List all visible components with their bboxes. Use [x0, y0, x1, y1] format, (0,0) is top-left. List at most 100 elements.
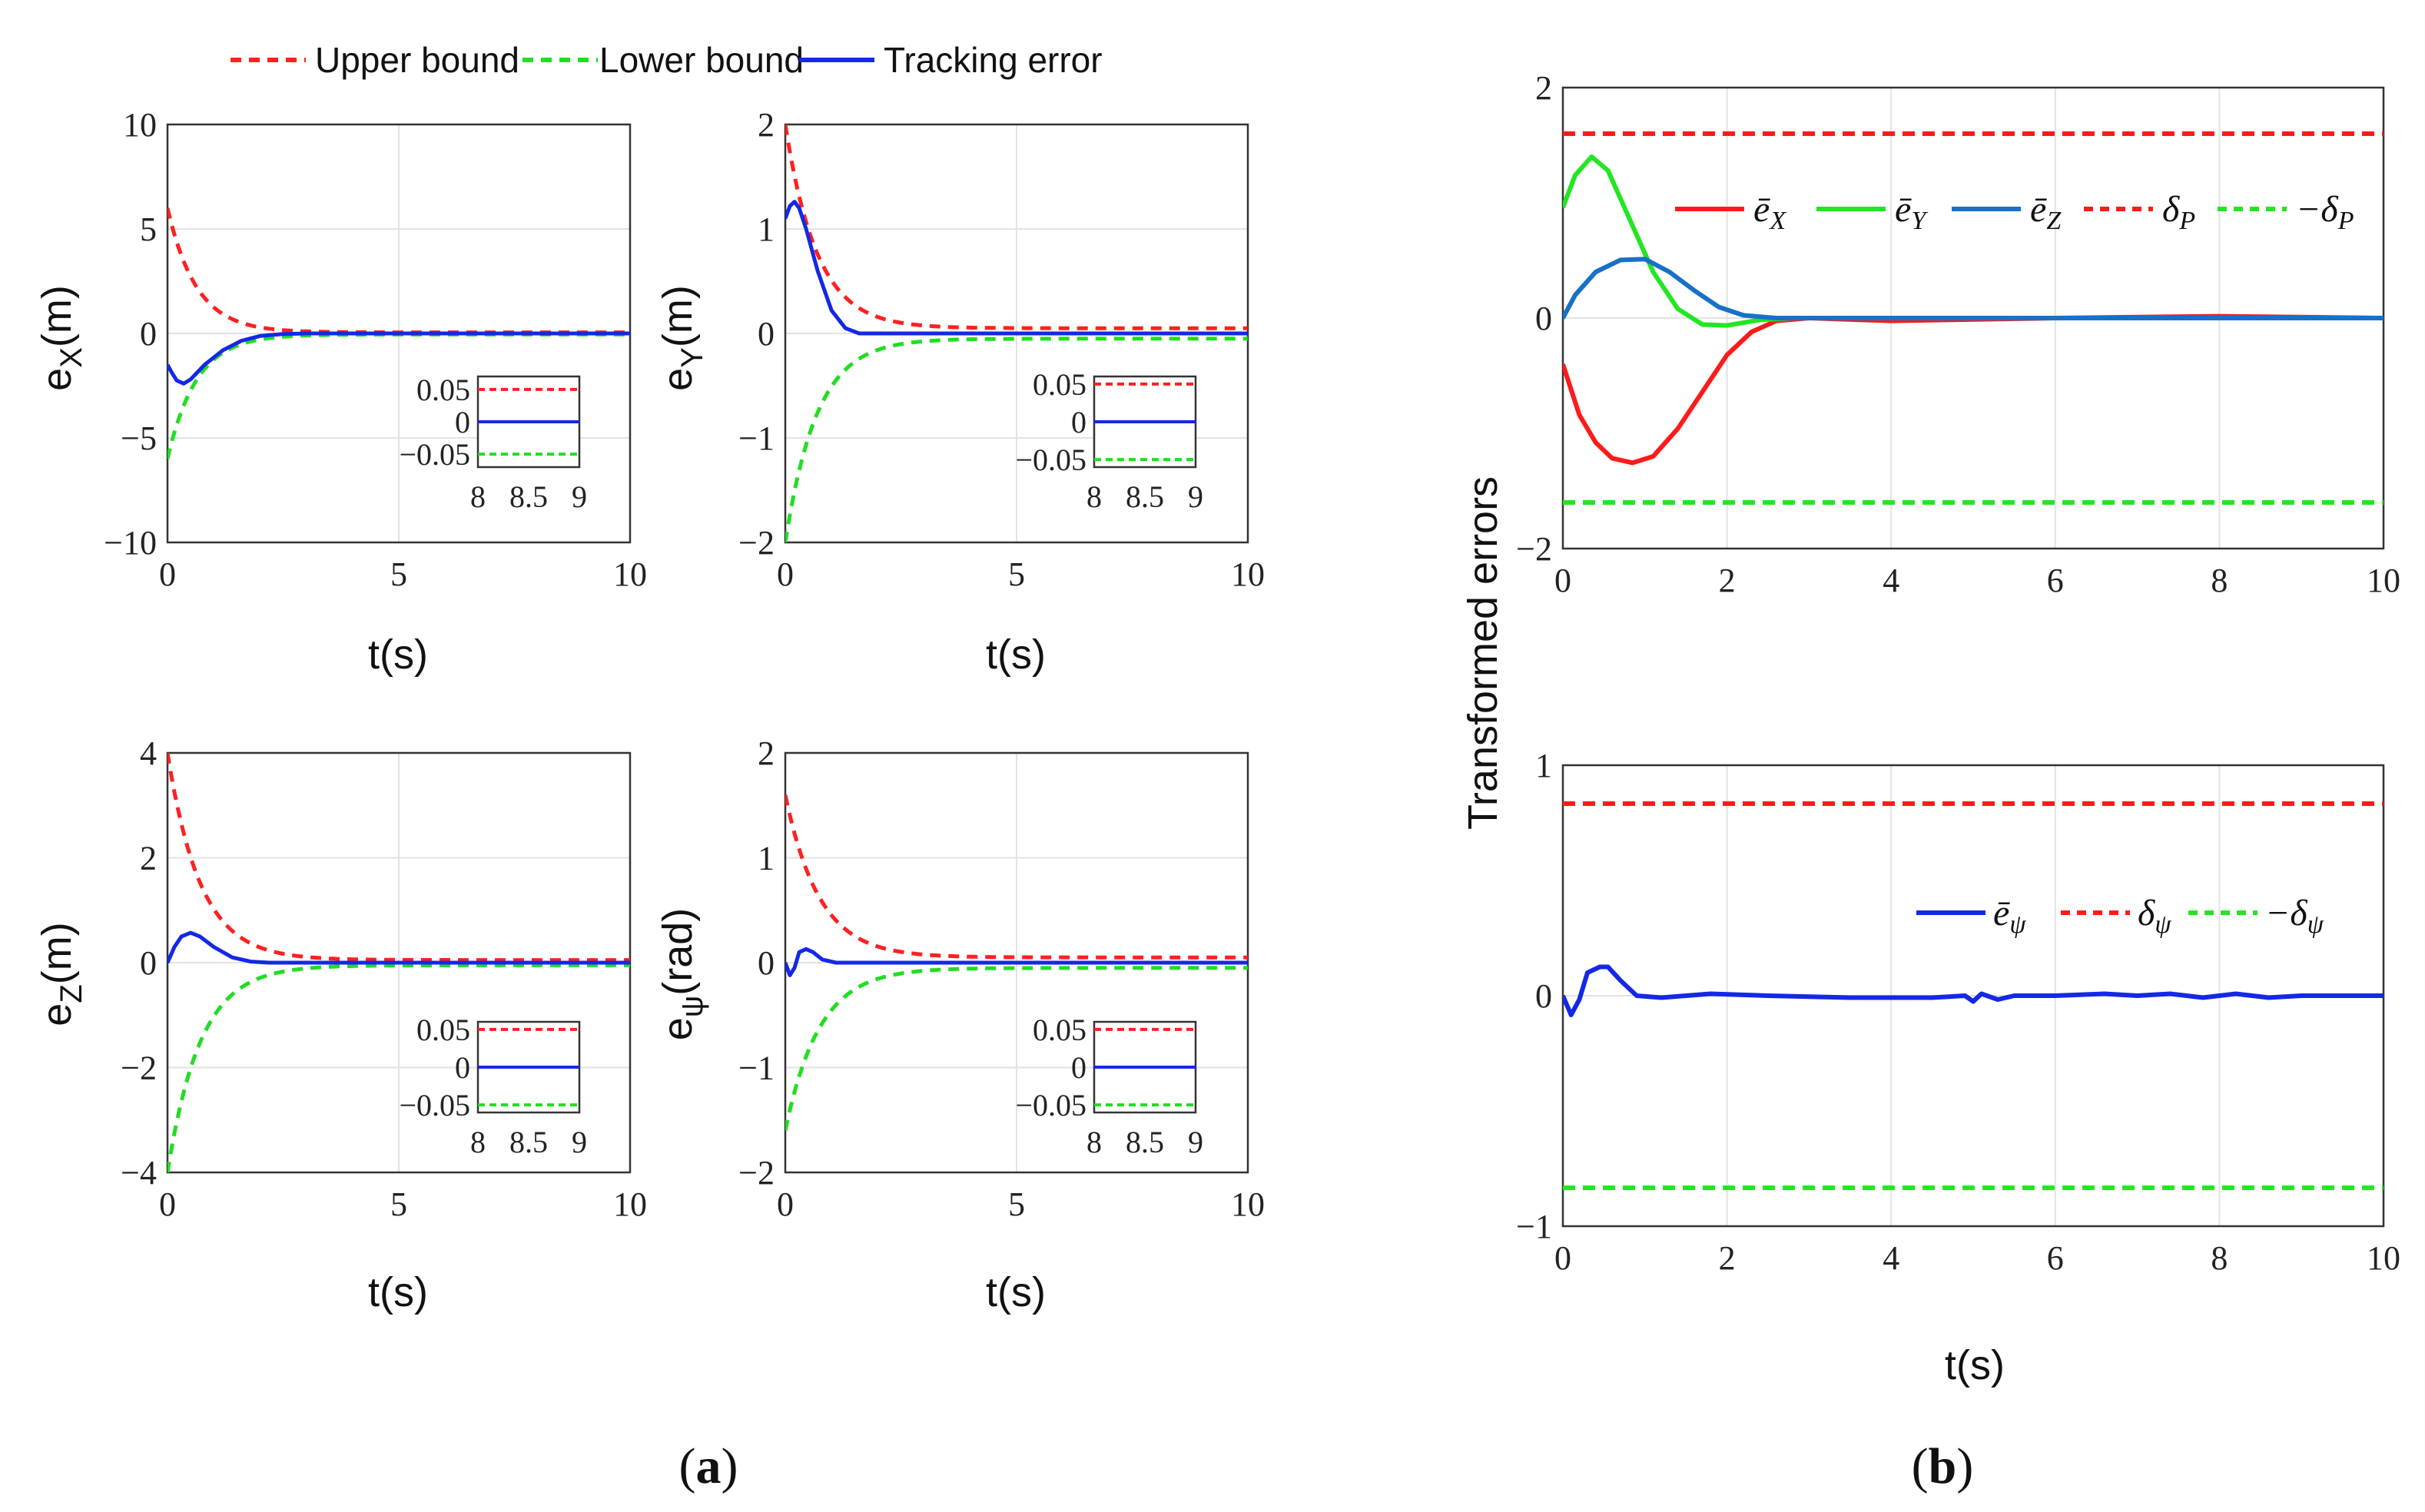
inset-y-tick: −0.05: [399, 437, 470, 472]
inset-x-tick: 8.5: [1126, 479, 1164, 514]
inset-y-tick: 0.05: [416, 1013, 470, 1047]
legend-lower-label: Lower bound: [599, 40, 804, 80]
x-tick-label: 2: [1719, 562, 1736, 599]
x-tick-label: 2: [1719, 1239, 1736, 1277]
x-tick-label: 8: [2211, 1239, 2228, 1277]
xlabel-ez: t(s): [368, 1269, 428, 1315]
series-group: [785, 794, 1248, 1131]
series-line: [1563, 964, 2384, 1017]
ylabel-ex: eX(m): [34, 285, 88, 391]
ylabel-transformed: Transformed errors: [1460, 476, 1506, 830]
inset-x-tick: 8: [1086, 479, 1102, 514]
series-group: [168, 753, 630, 1172]
y-tick-label: −1: [738, 419, 775, 457]
inset-y-tick: 0.05: [1033, 1013, 1086, 1047]
y-tick-label: −2: [1516, 530, 1552, 568]
legend-track-label: Tracking error: [884, 40, 1103, 80]
x-tick-label: 5: [390, 1185, 407, 1223]
inset-y-tick: −0.05: [1015, 443, 1086, 477]
inset-x-tick: 9: [1188, 479, 1203, 514]
panel-label-a: (a): [679, 1438, 738, 1494]
series-line: [785, 947, 1248, 977]
y-tick-label: 0: [1535, 977, 1552, 1015]
inset-x-tick: 8.5: [1126, 1125, 1164, 1159]
y-tick-label: 10: [123, 106, 157, 144]
y-tick-label: −1: [738, 1049, 775, 1087]
y-tick-label: 1: [758, 211, 775, 248]
inset: 0.050−0.058 8.5 9: [399, 373, 587, 514]
y-tick-label: −10: [104, 524, 157, 562]
legend-b-top: ēX ēY ēZ δP −δP: [1675, 189, 2354, 235]
legend-b-bottom: ēψ δψ −δψ: [1916, 893, 2324, 939]
x-tick-label: 0: [159, 555, 176, 593]
x-tick-label: 10: [613, 555, 647, 593]
y-tick-label: 2: [140, 840, 157, 877]
y-tick-label: 2: [1535, 69, 1552, 107]
inset-x-tick: 9: [1188, 1125, 1203, 1159]
x-tick-label: 0: [777, 555, 794, 593]
y-tick-label: −2: [738, 524, 775, 562]
legend-epsi-label: ēψ: [1993, 893, 2026, 939]
xlabel-ey: t(s): [986, 632, 1046, 678]
y-tick-label: 1: [1535, 747, 1552, 784]
legend-dpsi-label: δψ: [2138, 893, 2171, 939]
legend-mdpsi-label: −δψ: [2265, 893, 2324, 939]
series-group: [1563, 801, 2384, 1190]
x-tick-label: 5: [1008, 555, 1025, 593]
y-tick-label: 0: [758, 315, 775, 353]
inset-y-tick: 0: [1071, 405, 1086, 439]
y-tick-label: −2: [121, 1049, 157, 1087]
y-tick-label: 2: [758, 734, 775, 772]
inset-y-tick: 0.05: [416, 373, 470, 407]
series-line: [1563, 257, 2384, 320]
x-tick-label: 0: [1554, 562, 1571, 599]
x-tick-label: 8: [2211, 562, 2228, 599]
x-tick-label: 0: [777, 1185, 794, 1223]
x-tick-label: 4: [1883, 1239, 1899, 1277]
series-line: [785, 794, 1248, 960]
series-line: [168, 930, 630, 965]
inset-y-tick: 0: [455, 405, 470, 439]
inset-y-tick: −0.05: [1015, 1088, 1086, 1122]
xlabel-transformed: t(s): [1945, 1342, 2005, 1388]
y-tick-label: 2: [758, 106, 775, 144]
legend-ex-label: ēX: [1753, 189, 1786, 235]
x-tick-label: 10: [2367, 1239, 2400, 1277]
x-tick-label: 0: [159, 1185, 176, 1223]
y-tick-label: 0: [758, 944, 775, 982]
legend-dp-label: δP: [2162, 189, 2195, 235]
x-tick-label: 10: [1231, 1185, 1265, 1223]
xlabel-ex: t(s): [368, 632, 428, 678]
x-tick-label: 10: [613, 1185, 647, 1223]
panel-label-b: (b): [1912, 1438, 1974, 1494]
y-tick-label: −1: [1516, 1208, 1552, 1245]
inset-x-tick: 8: [470, 1125, 486, 1159]
y-tick-label: 4: [140, 734, 157, 772]
x-tick-label: 10: [2367, 562, 2400, 599]
legend-ez-label: ēZ: [2030, 189, 2062, 235]
x-tick-label: 10: [1231, 555, 1265, 593]
legend-upper-label: Upper bound: [315, 40, 519, 80]
series-line: [785, 200, 1248, 336]
series-group: [168, 207, 630, 459]
series-line: [168, 963, 630, 1172]
series-line: [1563, 313, 2384, 466]
inset-x-tick: 8.5: [509, 479, 548, 514]
series-line: [785, 124, 1248, 330]
x-tick-label: 6: [2047, 562, 2064, 599]
series-line: [168, 331, 630, 386]
ylabel-ey: eY(m): [655, 285, 709, 391]
y-tick-label: −5: [121, 419, 157, 457]
y-tick-label: −2: [738, 1154, 775, 1192]
x-tick-label: 6: [2047, 1239, 2064, 1277]
inset-y-tick: 0.05: [1033, 367, 1086, 402]
inset: 0.050−0.058 8.5 9: [399, 1013, 587, 1159]
legend-mdp-label: −δP: [2296, 189, 2354, 235]
legend-a: Upper bound Lower bound Tracking error: [231, 40, 1103, 80]
series-line: [785, 337, 1248, 542]
x-tick-label: 0: [1554, 1239, 1571, 1277]
